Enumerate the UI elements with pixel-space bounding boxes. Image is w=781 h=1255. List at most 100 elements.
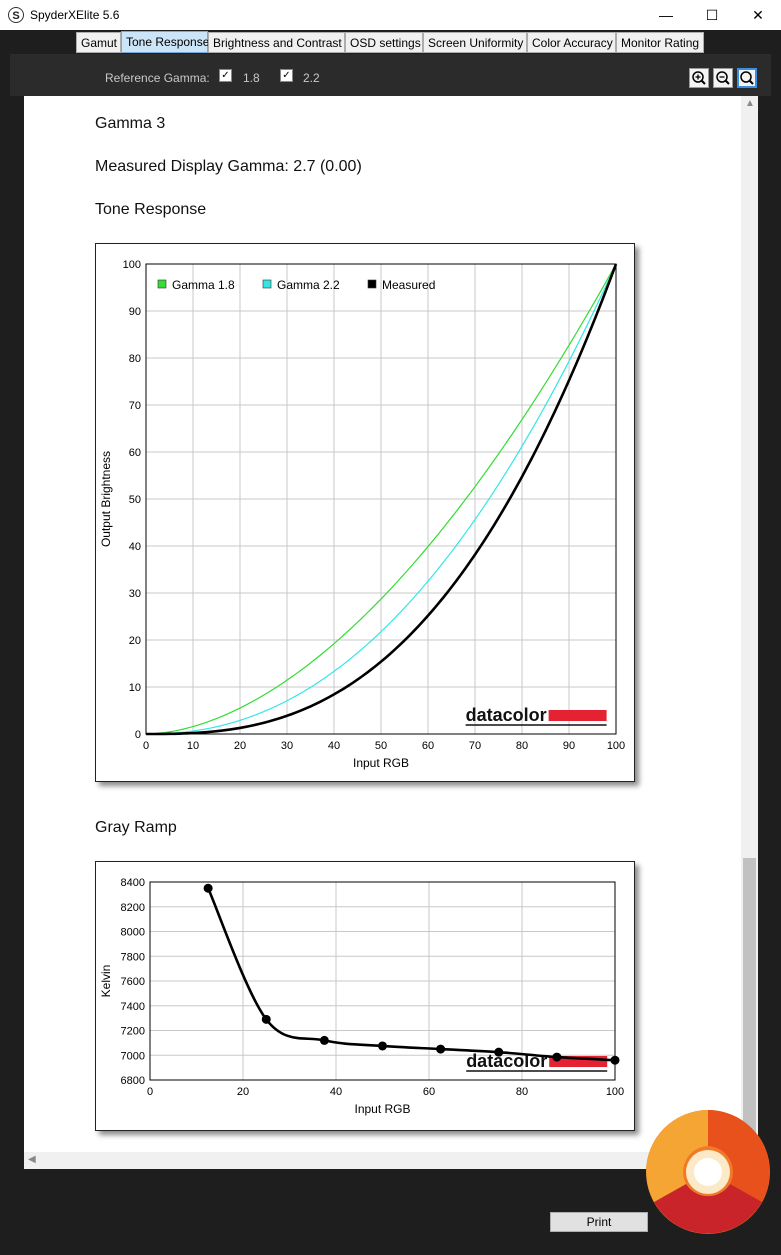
tab-screen-uniformity[interactable]: Screen Uniformity <box>423 32 527 53</box>
vertical-scrollbar[interactable]: ▲ <box>741 96 758 1152</box>
data-point <box>378 1041 387 1051</box>
print-button[interactable]: Print <box>550 1212 648 1232</box>
zoom-out-icon <box>716 71 730 85</box>
data-point <box>610 1055 620 1065</box>
x-tick-label: 20 <box>234 740 246 752</box>
tone-response-title: Tone Response <box>95 201 207 218</box>
measured-gamma-text: Measured Display Gamma: 2.7 (0.00) <box>95 158 362 175</box>
tab-color-accuracy[interactable]: Color Accuracy <box>527 32 616 53</box>
maximize-button[interactable]: ☐ <box>705 6 719 23</box>
y-tick-label: 7000 <box>121 1050 145 1062</box>
gamma-2-2-checkbox[interactable]: ✓ <box>280 69 293 82</box>
zoom-out-button[interactable] <box>713 68 733 88</box>
y-tick-label: 8200 <box>121 902 145 914</box>
y-tick-label: 10 <box>129 682 141 694</box>
gamma-2-2-label: 2.2 <box>303 71 320 85</box>
y-tick-label: 50 <box>129 494 141 506</box>
x-tick-label: 60 <box>422 740 434 752</box>
legend-label: Gamma 1.8 <box>172 278 235 292</box>
y-tick-label: 0 <box>135 729 141 741</box>
data-point <box>552 1052 562 1062</box>
series-line-kelvin <box>206 887 616 1062</box>
legend-swatch <box>262 279 272 289</box>
zoom-fit-button[interactable] <box>737 68 757 88</box>
title-bar: S SpyderXElite 5.6 — ☐ ✕ <box>0 0 781 30</box>
data-point <box>261 1014 271 1024</box>
x-tick-label: 30 <box>281 740 293 752</box>
legend-label: Gamma 2.2 <box>277 278 340 292</box>
scroll-up-icon[interactable]: ▲ <box>745 98 755 109</box>
series-line-gamma-2-2 <box>145 263 617 735</box>
y-axis-label: Kelvin <box>99 965 113 998</box>
datacolor-bar <box>549 1056 608 1067</box>
y-tick-label: 90 <box>129 306 141 318</box>
tab-tone-response[interactable]: Tone Response <box>121 31 209 53</box>
horizontal-scrollbar[interactable]: ◀ <box>24 1152 741 1169</box>
close-button[interactable]: ✕ <box>752 6 764 23</box>
datacolor-watermark: datacolor <box>466 705 547 725</box>
data-point <box>494 1047 504 1057</box>
tab-gamut[interactable]: Gamut <box>76 32 121 53</box>
y-tick-label: 8000 <box>121 927 145 939</box>
x-tick-label: 0 <box>147 1086 153 1098</box>
datacolor-watermark: datacolor <box>466 1051 547 1071</box>
legend-swatch <box>367 279 377 289</box>
zoom-in-button[interactable] <box>689 68 709 88</box>
x-tick-label: 80 <box>516 740 528 752</box>
site-logo <box>646 1110 770 1234</box>
report-heading: Gamma 3 <box>95 115 166 132</box>
y-tick-label: 100 <box>123 259 141 271</box>
plot-frame <box>149 881 616 1081</box>
tab-strip: Gamut Tone Response Brightness and Contr… <box>0 30 781 54</box>
x-axis-label: Input RGB <box>353 756 409 770</box>
app-icon: S <box>8 7 24 23</box>
zoom-in-icon <box>692 71 706 85</box>
vertical-scroll-thumb[interactable] <box>743 858 756 1152</box>
gamma-1-8-checkbox[interactable]: ✓ <box>219 69 232 82</box>
toolbar: Reference Gamma: ✓ 1.8 ✓ 2.2 <box>10 54 771 96</box>
y-tick-label: 70 <box>129 400 141 412</box>
datacolor-bar <box>548 710 607 721</box>
plot-frame <box>145 263 617 735</box>
gray-ramp-svg: 0 20 40 60 80 100 6800 7000 7200 7400 7600 7800 8000… <box>99 877 624 1116</box>
data-point <box>436 1044 446 1054</box>
x-tick-label: 100 <box>607 740 625 752</box>
y-tick-label: 30 <box>129 588 141 600</box>
x-tick-label: 10 <box>187 740 199 752</box>
y-tick-label: 40 <box>129 541 141 553</box>
x-axis-label: Input RGB <box>354 1102 410 1116</box>
x-tick-label: 80 <box>516 1086 528 1098</box>
tone-response-svg: 0 10 20 30 40 50 60 70 80 90 100 0 10 20 30 40 50 60 70 80 9… <box>99 259 625 770</box>
tone-response-chart: 0 10 20 30 40 50 60 70 80 90 100 0 10 20 30 40 50 60 70 80 9… <box>95 243 635 782</box>
x-tick-label: 40 <box>330 1086 342 1098</box>
data-point <box>203 883 213 893</box>
zoom-fit-icon <box>740 71 754 85</box>
scroll-left-icon[interactable]: ◀ <box>28 1154 36 1165</box>
reference-gamma-label: Reference Gamma: <box>105 71 210 85</box>
gray-ramp-title: Gray Ramp <box>95 819 177 836</box>
x-tick-label: 50 <box>375 740 387 752</box>
report-panel: Gamma 3 Measured Display Gamma: 2.7 (0.0… <box>24 96 741 1152</box>
y-tick-label: 60 <box>129 447 141 459</box>
y-axis-label: Output Brightness <box>99 451 113 547</box>
x-tick-label: 40 <box>328 740 340 752</box>
x-tick-label: 70 <box>469 740 481 752</box>
y-tick-label: 7600 <box>121 976 145 988</box>
y-tick-label: 20 <box>129 635 141 647</box>
y-tick-label: 7200 <box>121 1026 145 1038</box>
tab-osd-settings[interactable]: OSD settings <box>345 32 423 53</box>
gamma-1-8-label: 1.8 <box>243 71 260 85</box>
x-tick-label: 60 <box>423 1086 435 1098</box>
data-point <box>319 1035 329 1045</box>
gray-ramp-chart: 0 20 40 60 80 100 6800 7000 7200 7400 7600 7800 8000… <box>95 861 635 1131</box>
y-tick-label: 7400 <box>121 1001 145 1013</box>
tab-brightness-contrast[interactable]: Brightness and Contrast <box>208 32 345 53</box>
x-tick-label: 90 <box>563 740 575 752</box>
y-tick-label: 7800 <box>121 951 145 963</box>
series-line-measured <box>145 263 618 736</box>
series-line-gamma-1-8 <box>145 263 617 735</box>
tab-monitor-rating[interactable]: Monitor Rating <box>616 32 704 53</box>
legend-label: Measured <box>382 278 435 292</box>
minimize-button[interactable]: — <box>659 7 673 23</box>
window-title: SpyderXElite 5.6 <box>30 8 120 22</box>
